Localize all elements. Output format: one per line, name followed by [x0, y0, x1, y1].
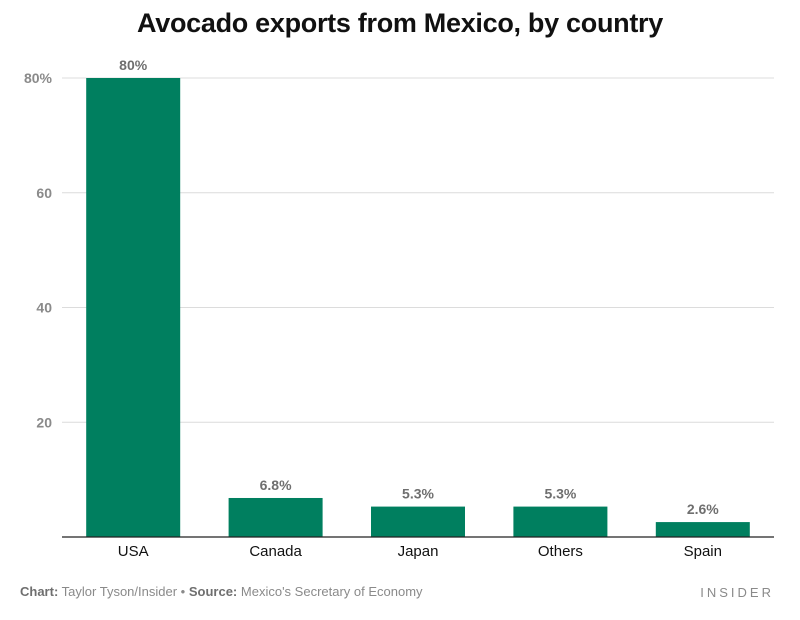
source-text: Mexico's Secretary of Economy	[240, 584, 423, 599]
x-tick-label: Canada	[249, 543, 302, 560]
bar-usa	[86, 78, 181, 537]
bar-japan	[371, 506, 465, 537]
data-labels: 80% 6.8% 5.3% 5.3% 2.6%	[119, 57, 719, 517]
x-tick-label: Japan	[398, 543, 439, 560]
bar-canada	[228, 497, 323, 537]
gridlines	[62, 77, 774, 423]
bar-others	[513, 506, 608, 537]
chart-credit-label: Chart:	[20, 584, 59, 599]
y-tick-label: 60	[36, 185, 52, 201]
y-tick-label: 80%	[24, 70, 53, 86]
x-tick-label: Spain	[684, 543, 722, 560]
x-tick-label: Others	[538, 543, 583, 560]
data-label: 2.6%	[687, 501, 719, 517]
bar-spain	[655, 522, 750, 537]
data-label: 5.3%	[544, 486, 576, 502]
x-tick-label: USA	[118, 543, 149, 560]
insider-logo: INSIDER	[700, 585, 774, 600]
x-axis-ticks: USA Canada Japan Others Spain	[118, 543, 722, 560]
y-tick-label: 20	[36, 414, 52, 430]
chart-title: Avocado exports from Mexico, by country	[137, 8, 663, 38]
y-axis-ticks: 20 40 60 80%	[24, 70, 53, 430]
source-label: Source:	[188, 584, 238, 599]
bars	[86, 78, 750, 537]
footer-separator: •	[180, 584, 186, 599]
chart-footer: Chart: Taylor Tyson/Insider • Source: Me…	[20, 584, 423, 599]
data-label: 6.8%	[260, 477, 292, 493]
data-label: 80%	[119, 57, 148, 73]
chart-credit: Taylor Tyson/Insider	[61, 584, 178, 599]
data-label: 5.3%	[402, 486, 434, 502]
y-tick-label: 40	[36, 300, 52, 316]
